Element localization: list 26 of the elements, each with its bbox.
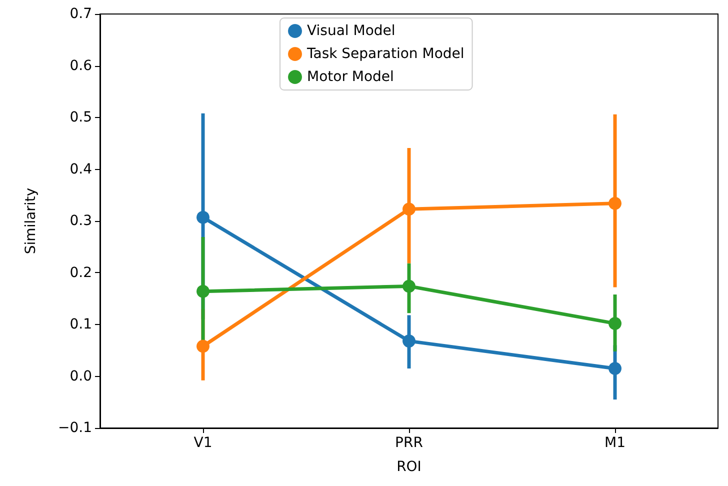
point (196, 340, 210, 353)
y-tick-label: 0.5 (70, 110, 92, 126)
x-tick-label: M1 (604, 435, 626, 451)
point (608, 316, 622, 330)
y-tick-label: −0.1 (58, 420, 92, 436)
legend-label: Motor Model (307, 69, 394, 85)
y-tick-label: 0.3 (70, 213, 92, 229)
point (196, 210, 210, 224)
legend-label: Task Separation Model (306, 46, 464, 62)
y-tick-label: 0.4 (70, 161, 92, 178)
y-tick-label: 0.7 (70, 6, 92, 22)
x-tick-label: PRR (395, 435, 424, 451)
point (402, 202, 416, 216)
point (608, 196, 622, 210)
point (402, 334, 416, 348)
y-tick-label: 0.6 (70, 58, 92, 74)
y-tick-label: 0.2 (70, 264, 92, 281)
point (196, 284, 210, 298)
x-tick-label: V1 (194, 435, 212, 451)
x-axis-title: ROI (396, 459, 422, 475)
y-tick-label: 0.0 (70, 368, 92, 384)
y-axis-title: Similarity (23, 188, 39, 254)
point (608, 362, 622, 375)
y-tick-label: 0.1 (70, 316, 92, 332)
point (402, 280, 416, 293)
legend-label: Visual Model (307, 23, 396, 39)
